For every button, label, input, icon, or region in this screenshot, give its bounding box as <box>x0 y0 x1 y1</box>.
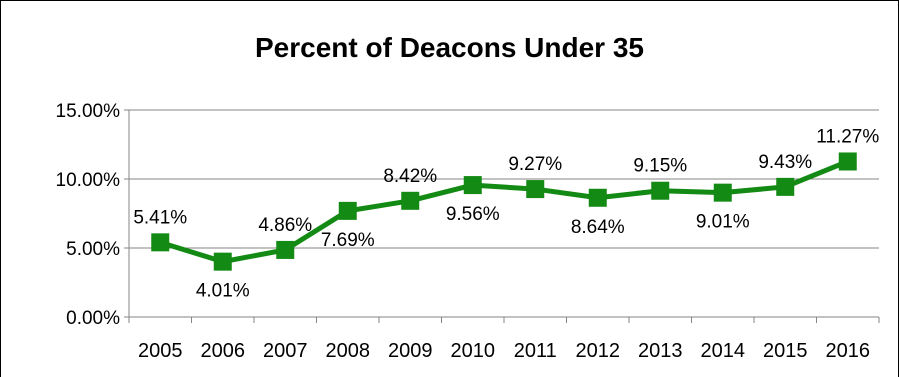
data-point-marker <box>651 181 670 200</box>
data-point-marker <box>776 177 795 196</box>
data-point-marker <box>338 201 357 220</box>
x-tick-label: 2016 <box>826 340 871 362</box>
data-point-marker <box>276 240 295 259</box>
data-labels: 5.41% 4.01% 4.86% 7.69% 8.42% 9.56% 9.27% 8.64%… <box>133 126 879 301</box>
x-tick-label: 2008 <box>326 340 371 362</box>
x-tick-labels: 2005 2006 2007 2008 2009 2010 2011 2012 2013 2014… <box>138 340 870 362</box>
data-point-marker <box>463 176 482 195</box>
x-tick-label: 2011 <box>514 340 557 362</box>
y-tick-label: 0.00% <box>66 308 120 329</box>
x-tick-label: 2005 <box>138 340 183 362</box>
x-tick-label: 2015 <box>763 340 808 362</box>
data-point-marker <box>588 188 607 207</box>
x-tick-label: 2009 <box>388 340 433 362</box>
y-tick-label: 5.00% <box>66 239 120 260</box>
x-tick-label: 2012 <box>576 340 621 362</box>
series-line-path <box>159 159 849 265</box>
y-tick-labels: 0.00% 5.00% 10.00% 15.00% <box>56 101 121 329</box>
data-label: 4.86% <box>258 215 312 236</box>
data-label: 4.01% <box>196 281 250 302</box>
data-point-marker <box>151 233 170 252</box>
series-line <box>159 159 849 265</box>
y-tick-label: 10.00% <box>56 170 121 191</box>
data-point-marker <box>838 152 857 171</box>
data-point-marker <box>213 252 232 271</box>
data-point-marker <box>401 191 420 210</box>
axes <box>124 109 880 323</box>
data-label: 11.27% <box>816 126 879 147</box>
gridlines <box>129 109 879 249</box>
data-label: 9.15% <box>633 156 687 177</box>
data-label: 9.01% <box>696 212 750 233</box>
x-tick-label: 2010 <box>451 340 496 362</box>
data-label: 8.42% <box>383 166 437 187</box>
x-tick-label: 2013 <box>638 340 683 362</box>
y-tick-label: 15.00% <box>56 101 121 122</box>
x-tick-label: 2007 <box>263 340 308 362</box>
data-label: 7.69% <box>321 230 375 251</box>
x-tick-label: 2014 <box>701 340 746 362</box>
series-markers <box>151 152 857 271</box>
data-label: 8.64% <box>571 217 625 238</box>
x-tick-label: 2006 <box>201 340 246 362</box>
data-label: 9.43% <box>758 152 812 173</box>
chart-title: Percent of Deacons Under 35 <box>254 32 645 63</box>
data-label: 9.56% <box>446 204 500 225</box>
data-point-marker <box>713 183 732 202</box>
data-point-marker <box>526 180 545 199</box>
data-label: 5.41% <box>133 207 187 228</box>
data-label: 9.27% <box>508 154 562 175</box>
